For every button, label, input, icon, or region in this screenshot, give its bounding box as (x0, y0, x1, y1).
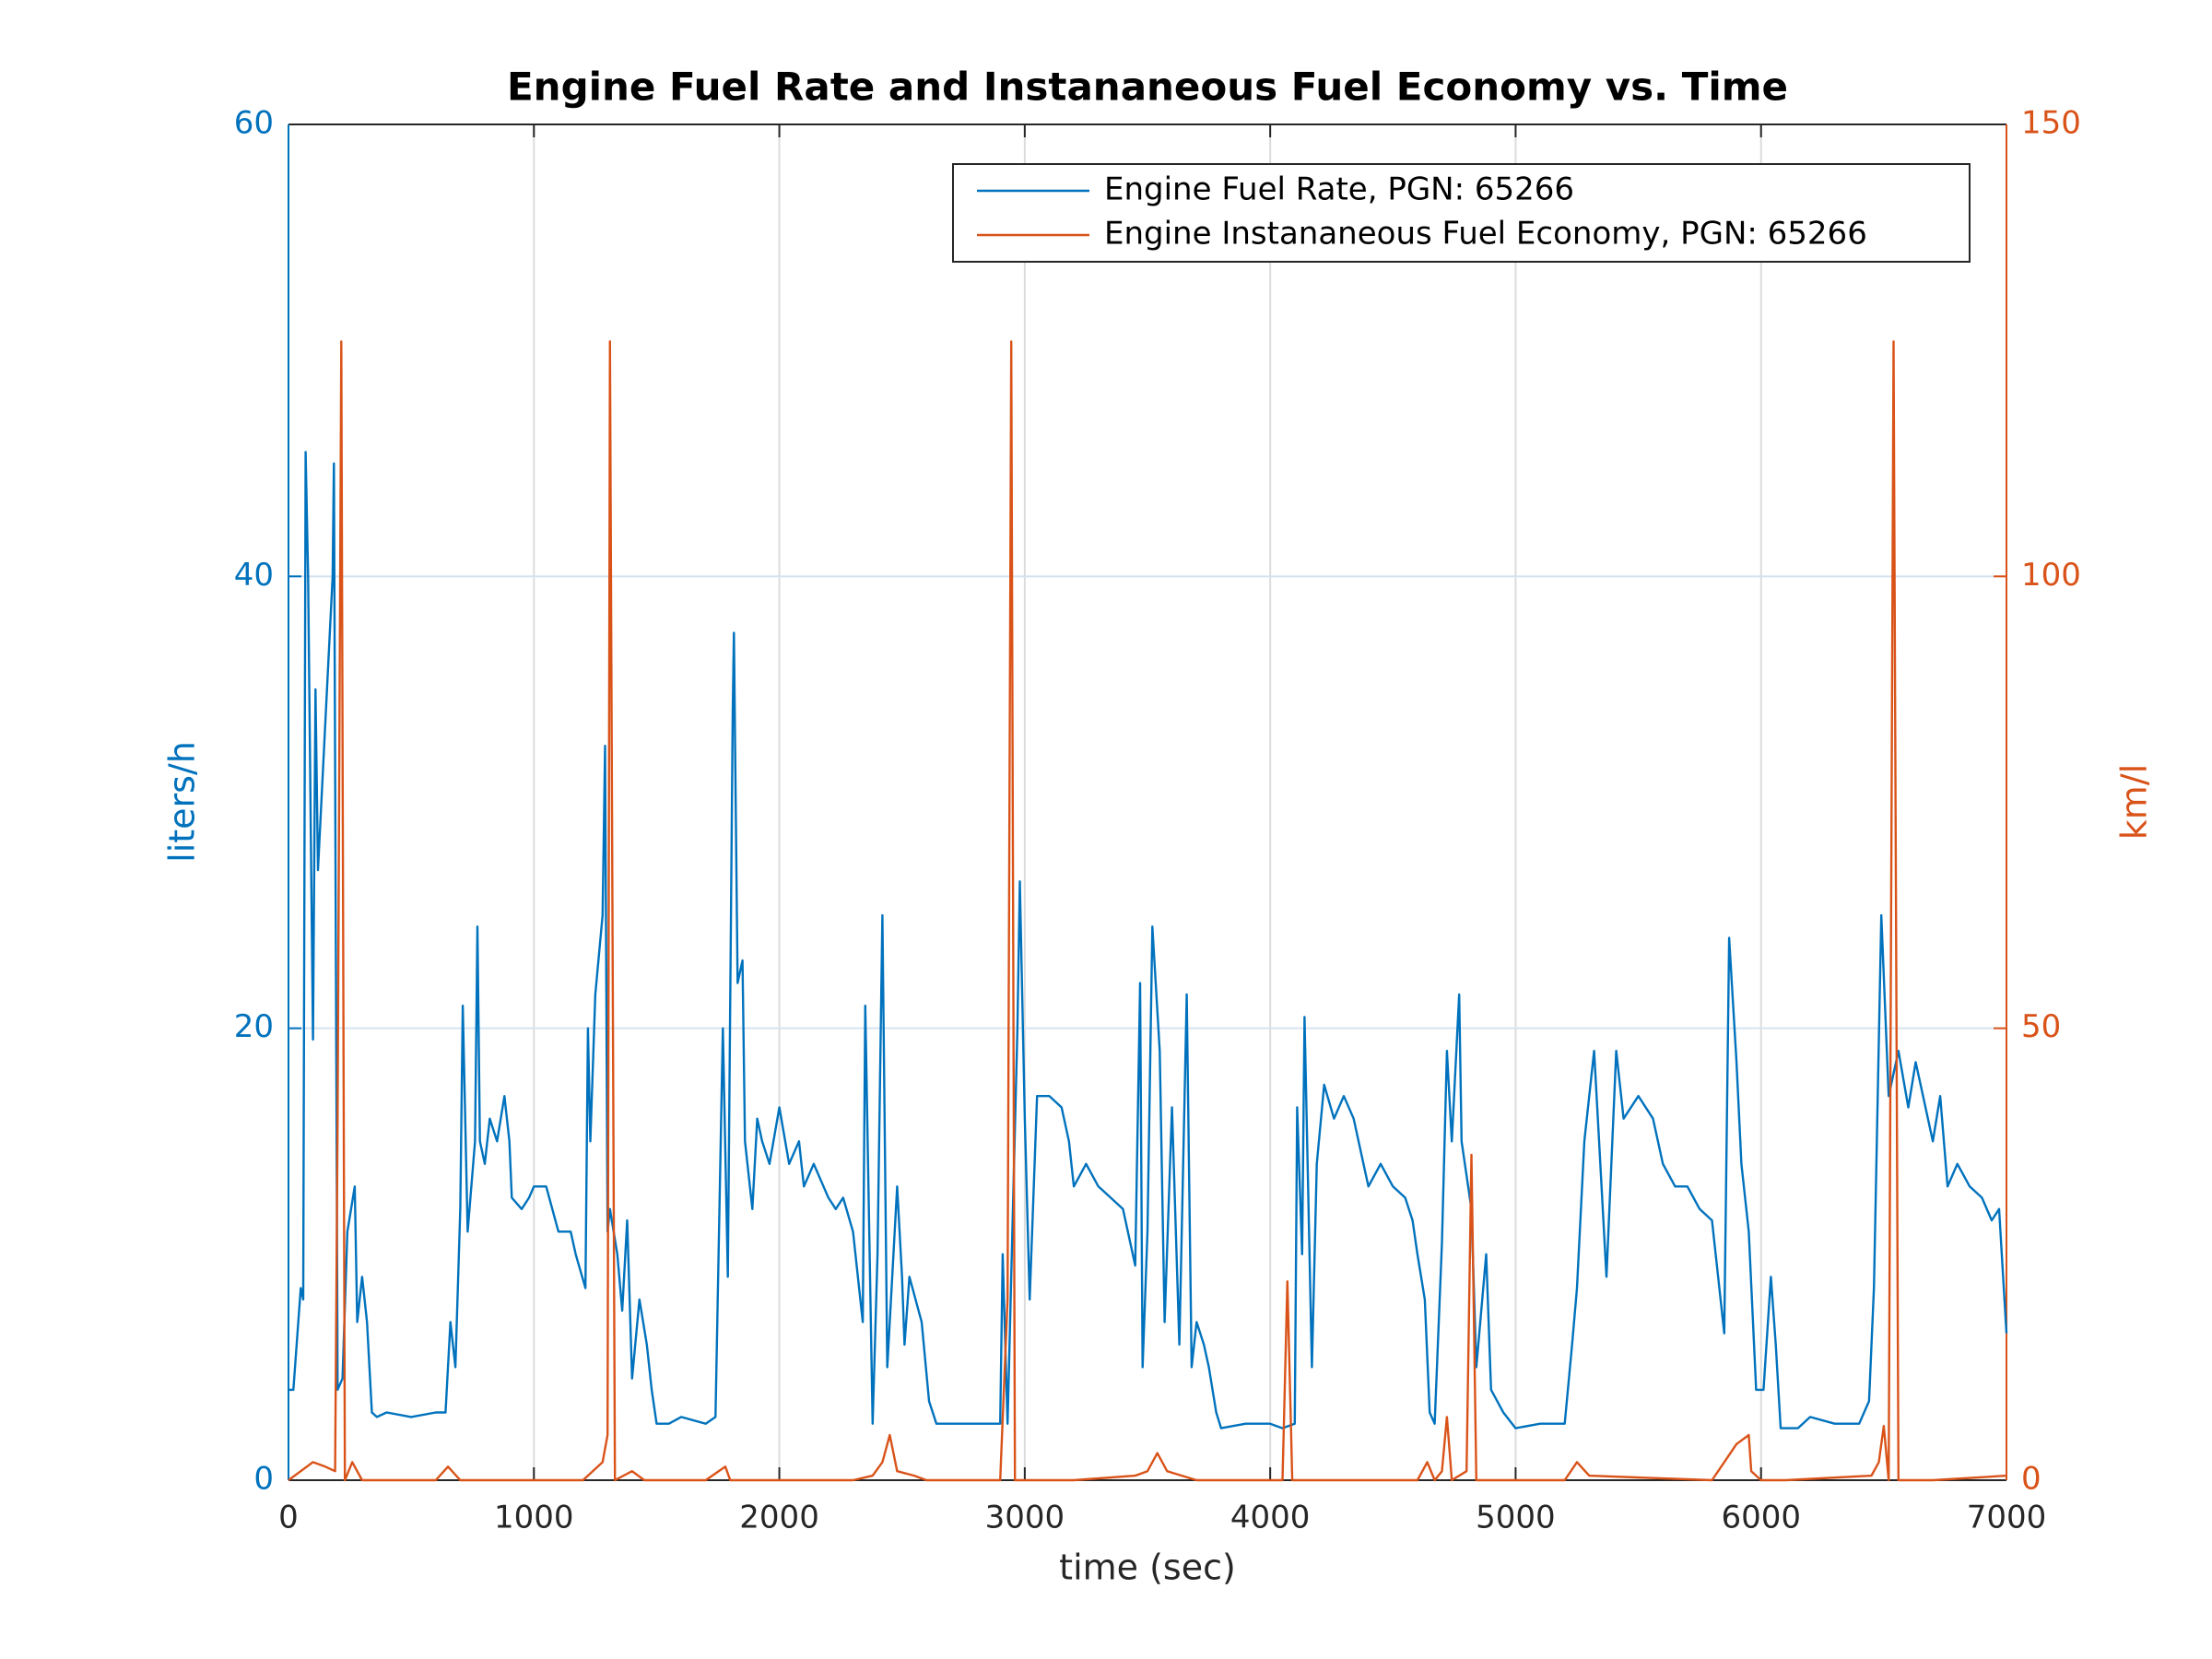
y-axis-label: liters/h (162, 741, 203, 863)
x-tick-label: 1000 (494, 1500, 574, 1536)
x-tick-label: 5000 (1476, 1500, 1556, 1536)
series-line (288, 340, 2007, 1482)
y2-tick-label: 150 (2021, 105, 2081, 142)
legend-label: Engine Instananeous Fuel Economy, PGN: 6… (1104, 216, 1867, 253)
y2-tick-label: 100 (2021, 557, 2081, 594)
legend-box (952, 163, 1971, 263)
x-tick-label: 0 (278, 1500, 299, 1536)
y-tick-label: 20 (234, 1008, 274, 1045)
y-tick-label: 40 (234, 557, 274, 594)
x-tick-label: 6000 (1721, 1500, 1801, 1536)
series-line (288, 451, 2008, 1430)
x-tick-label: 3000 (985, 1500, 1065, 1536)
legend-label: Engine Fuel Rate, PGN: 65266 (1104, 171, 1574, 208)
x-tick-label: 4000 (1230, 1500, 1311, 1536)
chart-title: Engine Fuel Rate and Instananeous Fuel E… (507, 65, 1788, 110)
y2-tick-label: 50 (2021, 1008, 2061, 1045)
x-tick-label: 7000 (1967, 1500, 2047, 1536)
x-tick-label: 2000 (739, 1500, 819, 1536)
y2-tick-label: 0 (2021, 1461, 2041, 1498)
y2-axis-label: km/l (2114, 764, 2155, 840)
y-tick-label: 0 (253, 1461, 274, 1498)
x-axis-label: time (sec) (1059, 1547, 1236, 1588)
y-tick-label: 60 (234, 105, 274, 142)
